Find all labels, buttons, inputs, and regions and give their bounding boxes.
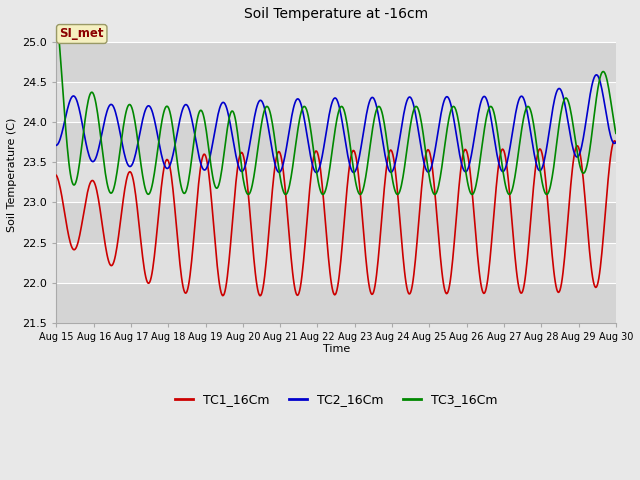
Bar [56,203,616,242]
Bar [56,83,616,122]
Bar [56,42,616,83]
Title: Soil Temperature at -16cm: Soil Temperature at -16cm [244,7,428,21]
Bar [56,283,616,323]
Bar [56,162,616,203]
Text: SI_met: SI_met [60,27,104,40]
Y-axis label: Soil Temperature (C): Soil Temperature (C) [7,117,17,232]
X-axis label: Time: Time [323,345,350,354]
Legend: TC1_16Cm, TC2_16Cm, TC3_16Cm: TC1_16Cm, TC2_16Cm, TC3_16Cm [170,388,503,411]
Bar [56,122,616,162]
Bar [56,242,616,283]
